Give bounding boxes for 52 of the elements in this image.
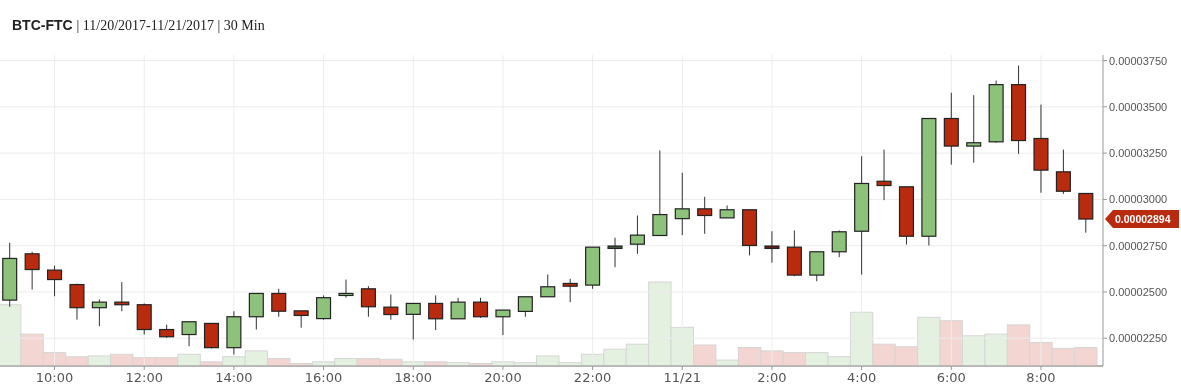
y-tick-label: 0.00002750 [1109, 239, 1168, 252]
x-tick-label: 2:00 [757, 370, 787, 385]
candlestick [472, 297, 489, 319]
x-tick-label: 14:00 [215, 370, 253, 385]
x-tick-label: 22:00 [573, 370, 612, 385]
annotation: 0.00002894 [1115, 213, 1171, 226]
x-tick-label: 20:00 [484, 370, 522, 385]
candlestick [428, 294, 444, 331]
candlestick [114, 281, 130, 312]
candlestick [360, 285, 376, 318]
candlestick [181, 321, 197, 347]
x-tick-label: 11/21 [663, 370, 702, 385]
y-tick-label: 0.00003250 [1109, 147, 1168, 160]
y-tick-label: 0.00002500 [1109, 285, 1168, 298]
candlestick [450, 297, 466, 320]
candlestick [831, 229, 847, 258]
candlestick [607, 237, 623, 268]
candlestick [966, 94, 982, 164]
candlestick [517, 296, 533, 318]
candlestick [405, 302, 421, 341]
candlestick [540, 274, 556, 298]
y-tick-label: 0.00003000 [1109, 193, 1168, 206]
candlestick [248, 292, 264, 331]
candlestick [91, 298, 107, 327]
candlestick [47, 264, 63, 297]
x-tick-label: 4:00 [847, 370, 877, 385]
candlestick [629, 215, 645, 255]
candlestick [809, 251, 825, 282]
x-tick-label: 16:00 [304, 370, 343, 385]
candlestick [1055, 149, 1071, 195]
candlestick [338, 279, 354, 299]
candlestick [69, 283, 85, 321]
candlestick [316, 294, 332, 321]
candlestick [495, 309, 511, 336]
x-tick-label: 18:00 [394, 370, 432, 385]
candlestick [697, 196, 713, 235]
y-tick-label: 0.00003500 [1109, 100, 1168, 113]
y-tick-label: 0.00002250 [1109, 332, 1168, 345]
candlestick [876, 149, 892, 201]
x-tick-label: 6:00 [936, 370, 966, 385]
candlestick [383, 294, 399, 321]
x-tick-label: 10:00 [35, 370, 74, 385]
x-tick-label: 12:00 [125, 370, 163, 385]
candlestick [271, 288, 287, 318]
candlestick [24, 251, 40, 291]
y-tick-label: 0.00003750 [1109, 54, 1168, 67]
candlestick [562, 278, 578, 303]
x-tick-label: 8:00 [1026, 370, 1056, 385]
candlestick [674, 172, 690, 236]
candlestick [764, 230, 780, 264]
chart-title: BTC-FTC | 11/20/2017-11/21/2017 | 30 Min [12, 17, 265, 33]
candlestick [652, 150, 668, 237]
